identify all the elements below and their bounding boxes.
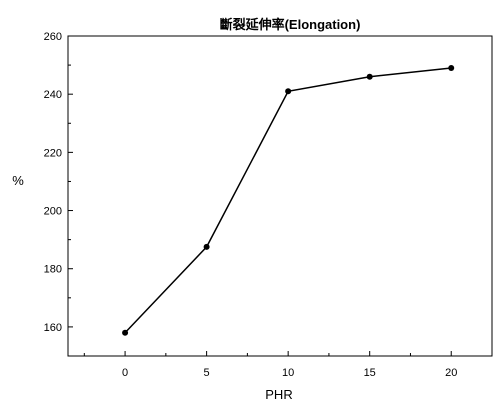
series-line [124,67,452,334]
x-tick-label: 0 [122,367,128,379]
data-point [203,243,210,250]
x-axis-title: PHR [265,387,292,402]
y-tick-label: 240 [44,89,62,101]
series-group [122,65,455,336]
y-tick-label: 200 [44,206,62,218]
x-tick-label: 10 [282,367,294,379]
x-axis: 0 5 10 15 20 [83,351,493,379]
data-point [366,73,373,80]
data-point [122,329,129,336]
x-tick-label: 5 [204,367,210,379]
y-tick-label: 180 [44,264,62,276]
y-tick-label: 160 [44,322,62,334]
y-tick-label: 260 [44,31,62,43]
data-point [448,65,455,71]
plot-frame [67,35,493,357]
y-axis-title: % [12,173,24,188]
chart-title: 斷裂延伸率(Elongation) [220,17,361,32]
data-point [285,88,292,95]
x-tick-label: 20 [445,367,457,379]
y-axis: 160 180 200 220 240 260 [44,31,73,357]
x-tick-label: 15 [364,367,376,379]
y-tick-label: 220 [44,147,62,159]
